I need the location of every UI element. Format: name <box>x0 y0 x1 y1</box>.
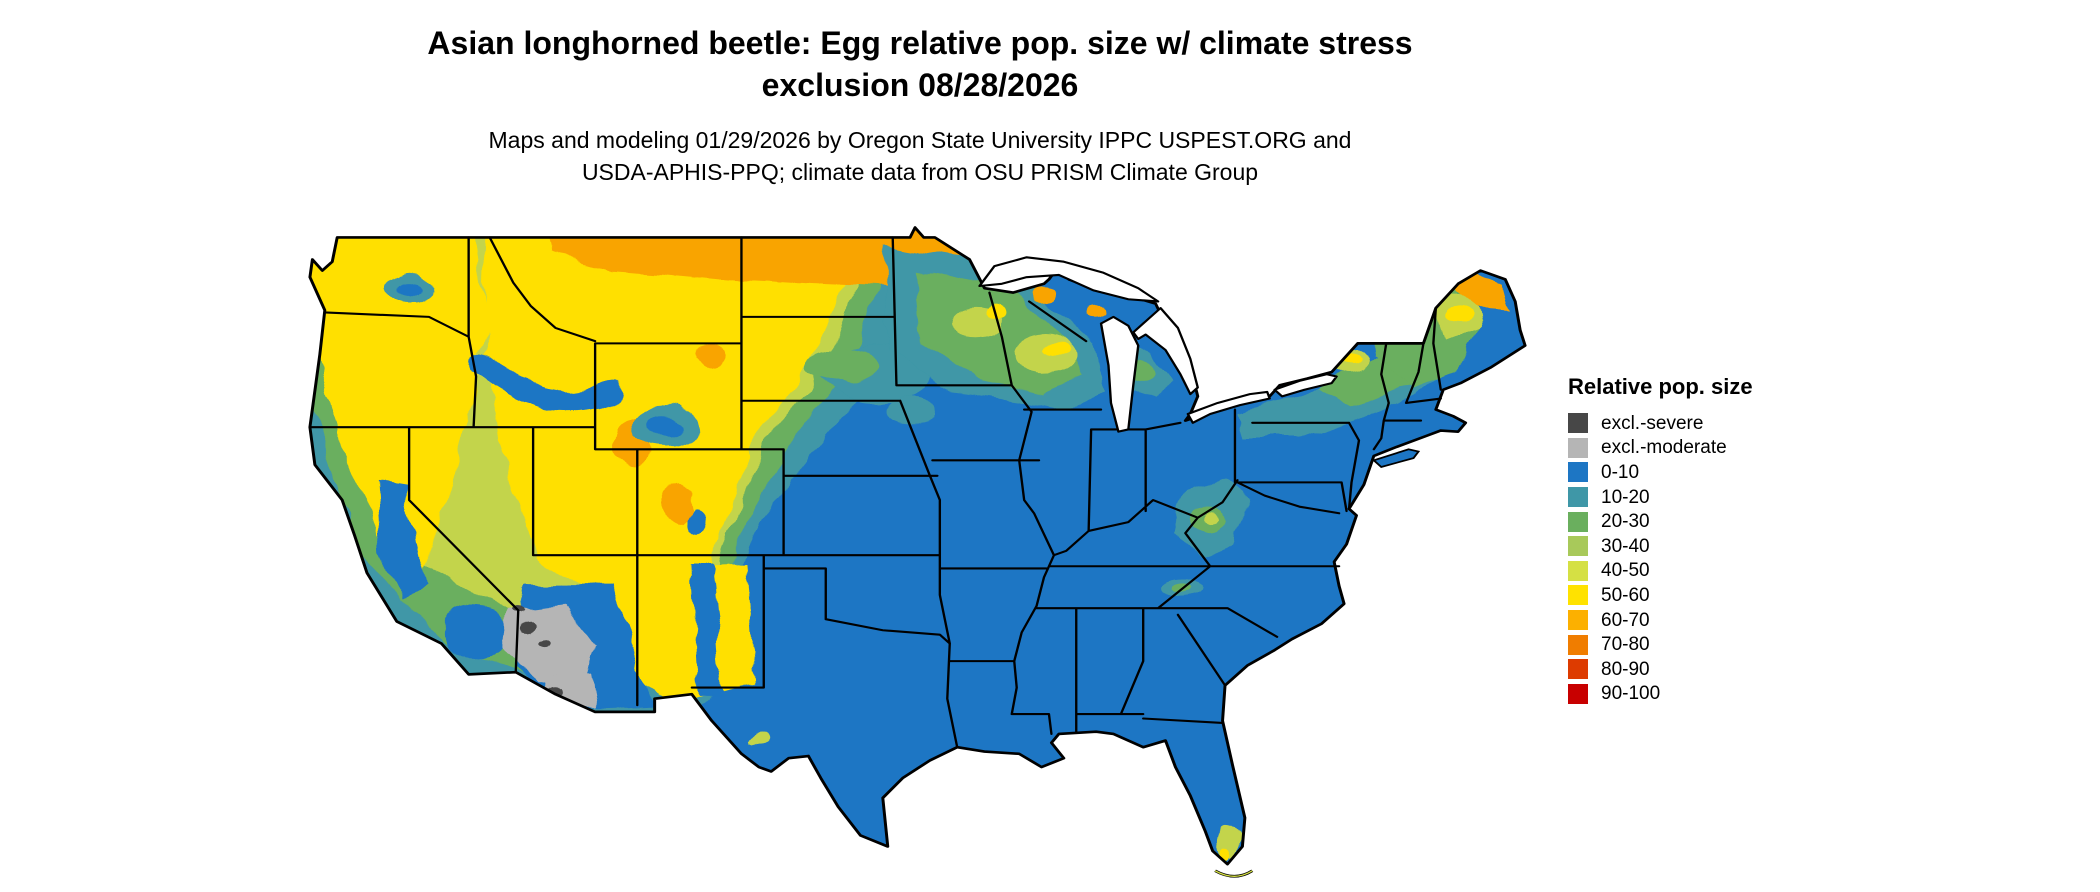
legend-swatch <box>1568 536 1588 557</box>
legend-item-10-20: 10-20 <box>1568 485 1848 510</box>
legend-label: 40-50 <box>1601 560 1650 582</box>
legend-swatch <box>1568 511 1588 532</box>
legend-items: excl.-severe excl.-moderate 0-10 10-20 20-30… <box>1568 411 1848 706</box>
legend-label: 20-30 <box>1601 511 1650 533</box>
page-subtitle: Maps and modeling 01/29/2026 by Oregon S… <box>20 124 1820 188</box>
legend-item-40-50: 40-50 <box>1568 559 1848 584</box>
legend-label: 60-70 <box>1601 609 1650 631</box>
legend-swatch <box>1568 610 1588 631</box>
title-line-2: exclusion 08/28/2026 <box>761 67 1079 104</box>
legend-swatch <box>1568 462 1588 483</box>
legend-label: 50-60 <box>1601 584 1650 606</box>
legend-swatch <box>1568 560 1588 581</box>
lake-huron <box>1132 307 1199 396</box>
legend-item-0-10: 0-10 <box>1568 460 1848 485</box>
lake-erie <box>1186 390 1271 424</box>
legend-label: 80-90 <box>1601 658 1650 680</box>
legend-label: 10-20 <box>1601 486 1650 508</box>
map-legend: Relative pop. size excl.-severe excl.-mod… <box>1568 374 1848 706</box>
legend-label: 0-10 <box>1601 461 1640 483</box>
legend-item-80-90: 80-90 <box>1568 657 1848 682</box>
legend-swatch <box>1568 634 1588 655</box>
legend-item-20-30: 20-30 <box>1568 509 1848 534</box>
lake-michigan <box>1099 315 1140 433</box>
lake-ontario <box>1273 373 1338 398</box>
legend-item-60-70: 60-70 <box>1568 608 1848 633</box>
legend-item-excl-severe: excl.-severe <box>1568 411 1848 436</box>
legend-label: 30-40 <box>1601 535 1650 557</box>
title-line-1: Asian longhorned beetle: Egg relative po… <box>427 25 1413 61</box>
legend-item-30-40: 30-40 <box>1568 534 1848 559</box>
legend-swatch <box>1568 585 1588 606</box>
legend-swatch <box>1568 437 1588 458</box>
state-borders <box>308 236 1442 749</box>
legend-item-70-80: 70-80 <box>1568 632 1848 657</box>
legend-item-50-60: 50-60 <box>1568 583 1848 608</box>
lake-superior <box>978 256 1160 303</box>
us-map-svg <box>308 226 1527 878</box>
legend-title: Relative pop. size <box>1568 374 1753 399</box>
subtitle-line-1: Maps and modeling 01/29/2026 by Oregon S… <box>488 127 1352 153</box>
subtitle-line-2: USDA-APHIS-PPQ; climate data from OSU PR… <box>581 159 1259 186</box>
long-island <box>1372 448 1421 468</box>
legend-swatch <box>1568 683 1588 704</box>
legend-item-excl-moderate: excl.-moderate <box>1568 436 1848 461</box>
legend-item-90-100: 90-100 <box>1568 682 1848 707</box>
legend-label: 90-100 <box>1601 683 1661 705</box>
legend-label: excl.-moderate <box>1601 437 1727 459</box>
legend-swatch <box>1568 413 1588 434</box>
legend-swatch <box>1568 487 1588 508</box>
page-title: Asian longhorned beetle: Egg relative po… <box>20 22 1820 106</box>
florida-keys-color <box>1214 870 1253 877</box>
legend-swatch <box>1568 659 1588 680</box>
legend-label: 70-80 <box>1601 634 1650 656</box>
legend-label: excl.-severe <box>1601 412 1704 434</box>
us-map <box>300 222 1540 884</box>
raster-fill <box>309 227 1526 865</box>
